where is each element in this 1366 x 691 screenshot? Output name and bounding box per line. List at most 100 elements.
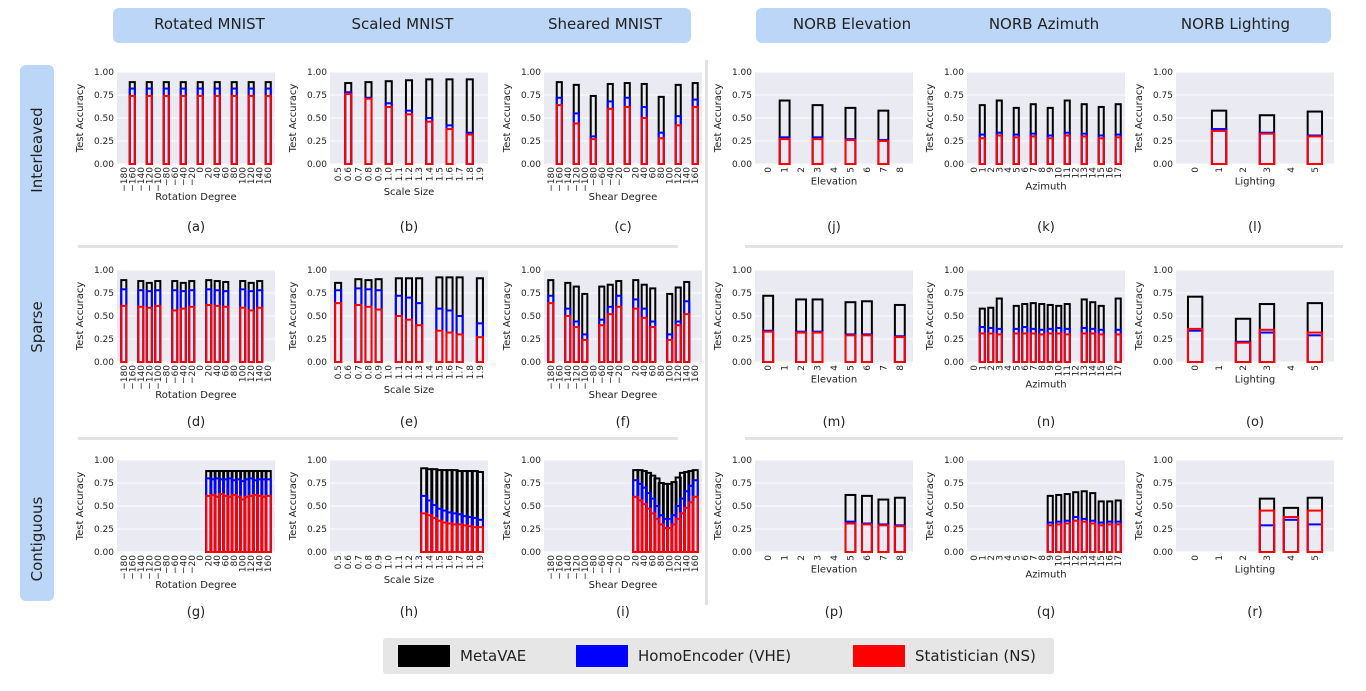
panel-caption-m: (m) xyxy=(822,415,846,430)
bar-ns xyxy=(1258,328,1276,364)
y-tick-label: 0.25 xyxy=(1153,525,1173,535)
x-tick-label: 1.7 xyxy=(456,555,466,569)
x-tick-label: 14 xyxy=(1089,167,1099,179)
x-tick-label: 8 xyxy=(896,555,906,561)
x-tick-label: 11 xyxy=(1063,167,1073,178)
y-tick-label: 0.50 xyxy=(94,114,114,124)
x-tick-label: 5 xyxy=(1012,365,1022,371)
y-tick-label: 0.00 xyxy=(521,548,541,558)
y-tick-label: 0.00 xyxy=(944,160,964,170)
bar-ns xyxy=(1097,524,1105,553)
y-tick-label: 0.25 xyxy=(944,137,964,147)
y-tick-label: 1.00 xyxy=(94,68,114,78)
panel-caption-h: (h) xyxy=(399,605,419,620)
y-tick-label: 0.75 xyxy=(1153,479,1173,489)
panel-caption-d: (d) xyxy=(186,415,206,430)
x-tick-label: 60 xyxy=(649,365,659,377)
chart-panel-l: 0.00 0.25 0.50 0.75 1.00 Test Accuracy 0 1 2 3 4 5 L… xyxy=(1134,68,1334,187)
x-tick-label: 15 xyxy=(1097,555,1107,566)
y-tick-label: 1.00 xyxy=(944,266,964,276)
x-tick-label: −140 xyxy=(564,555,574,580)
legend-label-metavae: MetaVAE xyxy=(460,647,527,665)
x-tick-label: −180 xyxy=(547,167,557,192)
panel-caption-k: (k) xyxy=(1037,220,1055,235)
y-axis-label: Test Accuracy xyxy=(1134,472,1145,542)
x-tick-label: −80 xyxy=(162,365,172,384)
y-tick-label: 0.25 xyxy=(307,137,327,147)
row-separator-right-1 xyxy=(745,245,1343,248)
bar-ns xyxy=(606,313,614,363)
bar-ns xyxy=(632,307,640,363)
y-tick-label: 0.25 xyxy=(944,335,964,345)
bar-ns xyxy=(475,336,484,364)
x-tick-label: −60 xyxy=(171,365,181,384)
x-tick-label: 5 xyxy=(1311,167,1321,173)
bar-ns xyxy=(674,324,682,363)
x-tick-label: 3 xyxy=(1263,555,1273,561)
x-tick-label: 15 xyxy=(1097,167,1107,178)
x-tick-label: 1 xyxy=(978,167,988,173)
bar-ns xyxy=(1038,333,1046,364)
x-tick-label: 160 xyxy=(264,167,274,184)
bar-ns xyxy=(1080,332,1088,364)
y-tick-label: 0.00 xyxy=(732,548,752,558)
bar-ns xyxy=(145,94,153,166)
x-tick-label: 0.9 xyxy=(375,555,385,570)
bar-ns xyxy=(239,306,247,363)
y-tick-label: 0.00 xyxy=(94,160,114,170)
x-tick-label: 4 xyxy=(1287,167,1297,173)
x-tick-label: 13 xyxy=(1080,555,1090,566)
y-axis-label: Test Accuracy xyxy=(502,472,513,542)
x-tick-label: 1.0 xyxy=(385,365,395,380)
column-title-norb-elevation: NORB Elevation xyxy=(792,15,912,33)
x-tick-label: 6 xyxy=(863,365,873,371)
bar-ns xyxy=(1029,135,1037,166)
column-title-sheared-mnist: Sheared MNIST xyxy=(547,15,663,33)
chart-panel-g: 0.00 0.25 0.50 0.75 1.00 Test Accuracy −180−16… xyxy=(75,456,275,591)
x-tick-label: 17 xyxy=(1114,365,1124,376)
column-separator xyxy=(705,60,708,605)
x-tick-label: −160 xyxy=(555,167,565,192)
x-tick-label: 20 xyxy=(205,167,215,179)
column-title-norb-azimuth: NORB Azimuth xyxy=(988,15,1100,33)
bar-ns xyxy=(987,332,995,364)
x-tick-label: 8 xyxy=(1038,555,1048,561)
x-tick-label: 60 xyxy=(222,365,232,377)
x-tick-label: 11 xyxy=(1063,555,1073,566)
y-tick-label: 0.75 xyxy=(94,479,114,489)
y-tick-label: 0.75 xyxy=(732,289,752,299)
chart-panel-d: 0.00 0.25 0.50 0.75 1.00 Test Accuracy −180−16… xyxy=(75,266,275,401)
y-tick-label: 0.50 xyxy=(307,114,327,124)
x-tick-label: 5 xyxy=(1012,555,1022,561)
x-tick-label: 0 xyxy=(1191,365,1201,371)
x-tick-label: −40 xyxy=(606,365,616,384)
y-tick-label: 0.25 xyxy=(307,335,327,345)
x-axis-label: Lighting xyxy=(1235,176,1275,187)
x-tick-label: 5 xyxy=(1012,167,1022,173)
y-tick-label: 1.00 xyxy=(307,456,327,466)
x-tick-label: 7 xyxy=(1029,365,1039,371)
panel-caption-e: (e) xyxy=(399,415,419,430)
x-tick-label: 3 xyxy=(995,555,1005,561)
bar-ns xyxy=(1046,332,1054,364)
bar-ns xyxy=(606,107,614,165)
y-tick-label: 0.75 xyxy=(521,289,541,299)
y-tick-label: 0.00 xyxy=(944,358,964,368)
x-tick-label: 4 xyxy=(1004,555,1014,561)
panel-caption-j: (j) xyxy=(827,220,841,235)
x-axis-label: Shear Degree xyxy=(589,192,658,203)
bar-ns xyxy=(640,316,648,363)
bar-ns xyxy=(1106,523,1114,554)
y-tick-label: 1.00 xyxy=(307,68,327,78)
bar-ns xyxy=(374,308,383,363)
bar-ns xyxy=(860,334,873,363)
y-tick-label: 1.00 xyxy=(944,68,964,78)
x-tick-label: 6 xyxy=(863,555,873,561)
bar-ns xyxy=(425,120,434,165)
y-tick-label: 0.75 xyxy=(521,91,541,101)
bar-ns xyxy=(460,524,469,553)
bar-ns xyxy=(1055,523,1063,554)
x-tick-label: 8 xyxy=(1038,365,1048,371)
x-tick-label: −120 xyxy=(572,167,582,192)
